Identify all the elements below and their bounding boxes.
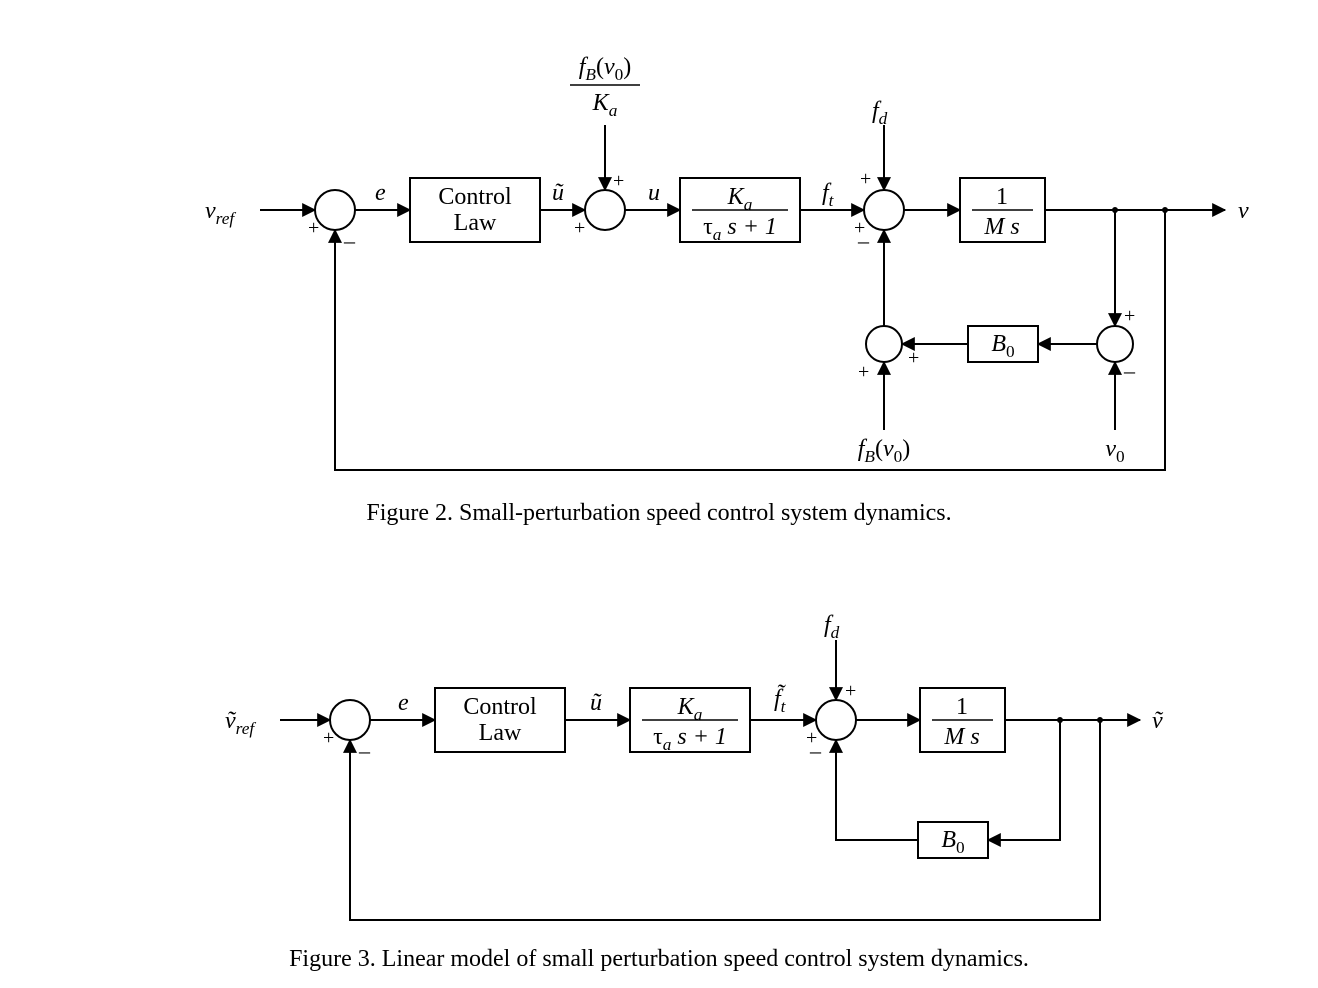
figure-2-caption: Figure 2. Small-perturbation speed contr… (366, 500, 951, 526)
plant-denom-fig3: M s (943, 724, 979, 750)
label-bias: fB(v0) Ka (570, 54, 640, 120)
s3-sign-top: + (860, 168, 871, 190)
s1-sign-minus: – (343, 228, 356, 253)
label-utilde: ũ (552, 180, 564, 206)
figure-3: + – + + – Control Law Ka τa s + 1 1 M s … (225, 612, 1164, 972)
label-fd-fig3: fd (824, 612, 840, 642)
label-vref-fig3: ṽref (225, 708, 256, 738)
label-fBv0: fB(v0) (858, 436, 911, 466)
s1-sign-minus-fig3: – (358, 738, 371, 763)
plant-denom: M s (983, 214, 1019, 240)
label-fd: fd (872, 98, 888, 128)
summer-4 (866, 326, 902, 362)
label-vref: vref (205, 198, 236, 228)
s4-sign-bottom: + (858, 361, 869, 383)
label-v-out: v (1238, 198, 1249, 224)
control-law-line2: Law (454, 210, 497, 236)
label-ft: ft (822, 180, 835, 210)
control-law-l2-fig3: Law (479, 720, 522, 746)
summer-2 (585, 190, 625, 230)
s3-sign-bottom-fig3: – (809, 738, 822, 763)
s1-sign-plus-fig3: + (323, 727, 334, 749)
s5-sign-bottom: – (1123, 358, 1136, 383)
s3-sign-bottom: – (857, 228, 870, 253)
label-e-fig3: e (398, 690, 409, 716)
svg-text:fB(v0): fB(v0) (579, 54, 632, 84)
summer-5 (1097, 326, 1133, 362)
figure-2: + – + + + + – + + + – Control Law Ka τa … (205, 54, 1249, 526)
summer-3-fig3 (816, 700, 856, 740)
label-vout-fig3: ṽ (1152, 708, 1164, 734)
summer-1 (315, 190, 355, 230)
s3-sign-top-fig3: + (845, 680, 856, 702)
control-law-line1: Control (438, 184, 512, 210)
plant-numer: 1 (996, 184, 1008, 210)
s5-sign-top: + (1124, 305, 1135, 327)
label-u: u (648, 180, 660, 206)
control-law-l1-fig3: Control (463, 694, 537, 720)
s2-sign-top: + (613, 170, 624, 192)
s1-sign-plus: + (308, 217, 319, 239)
s4-sign-right: + (908, 347, 919, 369)
label-ft-fig3: f̃t (774, 684, 787, 716)
arrow-B0-to-s3-fig3 (836, 740, 918, 840)
s2-sign-left: + (574, 217, 585, 239)
svg-text:Ka: Ka (592, 90, 618, 120)
summer-3 (864, 190, 904, 230)
label-v0: v0 (1105, 436, 1124, 466)
plant-numer-fig3: 1 (956, 694, 968, 720)
label-e: e (375, 180, 386, 206)
summer-1-fig3 (330, 700, 370, 740)
label-utilde-fig3: ũ (590, 690, 602, 716)
figure-3-caption: Figure 3. Linear model of small perturba… (289, 946, 1029, 972)
feedback-outer (335, 210, 1165, 470)
